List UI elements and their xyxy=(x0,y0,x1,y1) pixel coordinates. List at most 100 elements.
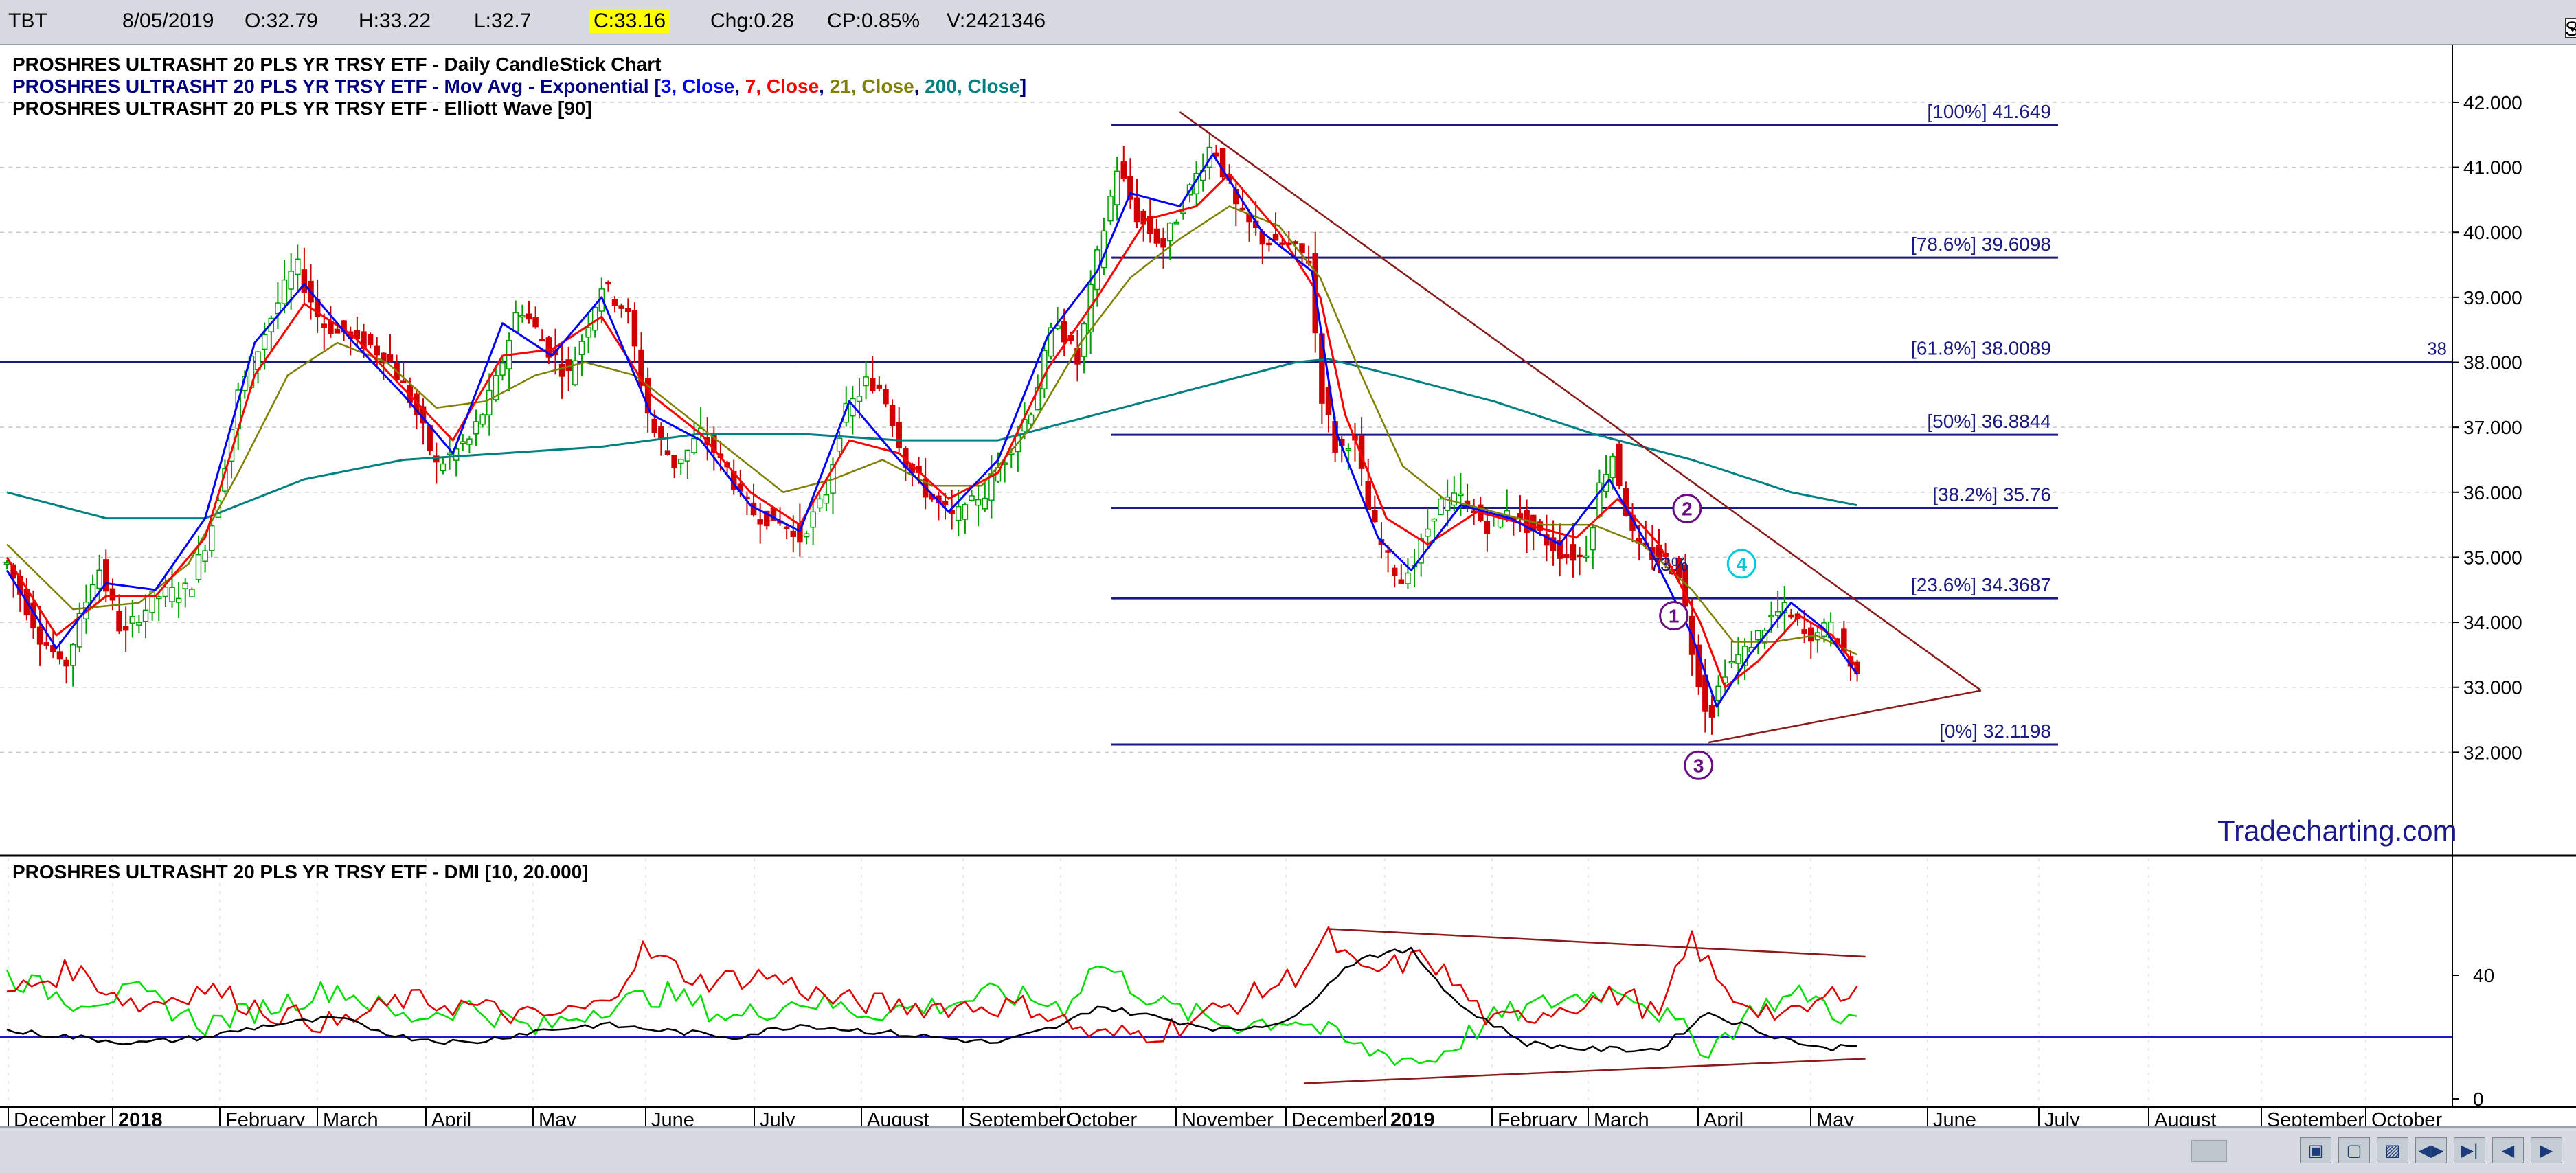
elliott-wave-label: 4 xyxy=(1736,554,1747,575)
candle-body xyxy=(400,380,407,383)
candle-body xyxy=(440,463,447,472)
price-tick-label: 35.000 xyxy=(2463,547,2522,568)
candle-body xyxy=(69,644,76,666)
last-page-icon[interactable]: ▶| xyxy=(2454,1137,2485,1163)
candle-body xyxy=(711,435,717,454)
candle-body xyxy=(1160,238,1166,248)
candle-body xyxy=(96,569,102,589)
candle-body xyxy=(889,405,896,426)
candle-body xyxy=(1563,554,1570,559)
price-tick-label: 36.000 xyxy=(2463,482,2522,503)
close-value: C:33.16 xyxy=(589,10,670,33)
candle-body xyxy=(823,494,830,504)
candle-body xyxy=(208,525,215,551)
candle-body xyxy=(942,500,949,505)
watermark: Tradecharting.com xyxy=(2217,815,2457,847)
legend-ma-prefix: PROSHRES ULTRASHT 20 PLS YR TRSY ETF - M… xyxy=(12,76,661,97)
scroll-thumb[interactable] xyxy=(2191,1140,2227,1162)
candle-body xyxy=(1147,216,1153,234)
volume-value: V:2421346 xyxy=(947,10,1046,32)
high-value: H:33.22 xyxy=(359,10,431,32)
scroll-right-icon[interactable]: ▶ xyxy=(2531,1137,2562,1163)
candle-body xyxy=(493,375,499,400)
candle-body xyxy=(1550,537,1557,551)
candle-body xyxy=(3,562,10,565)
candle-body xyxy=(169,586,175,602)
candle-body xyxy=(1609,455,1616,479)
candle-body xyxy=(1728,661,1735,664)
candle-body xyxy=(479,414,486,425)
candle-body xyxy=(129,615,136,624)
candle-body xyxy=(1544,534,1550,546)
candle-body xyxy=(433,455,440,463)
candle-body xyxy=(863,376,869,387)
candle-body xyxy=(1741,646,1748,666)
candle-body xyxy=(1431,518,1438,522)
bottom-scrollbar[interactable]: ▣ ▢ ▨ ◀▶ ▶| ◀ ▶ xyxy=(0,1126,2576,1173)
candle-body xyxy=(122,626,129,631)
candle-body xyxy=(1299,243,1305,253)
candle-body xyxy=(975,499,982,506)
legend-ema21: 21, Close xyxy=(829,76,914,97)
zoom-in-icon[interactable]: ▣ xyxy=(2300,1137,2331,1163)
dmi-minus-line xyxy=(6,926,1858,1044)
candle-body xyxy=(572,360,578,385)
trendline-lower xyxy=(1708,690,1982,744)
ema200-line xyxy=(6,358,1857,520)
candle-body xyxy=(1133,197,1140,223)
candle-body xyxy=(1405,572,1411,584)
first-page-icon[interactable]: ◀▶ xyxy=(2415,1137,2447,1163)
elliott-wave-marker xyxy=(1726,549,1756,579)
dmi-plus-line xyxy=(5,965,1857,1067)
elliott-wave-marker xyxy=(1659,601,1689,631)
candle-body xyxy=(149,591,155,613)
candle-body xyxy=(1048,327,1054,357)
candle-body xyxy=(367,334,374,345)
candle-body xyxy=(361,331,367,350)
candle-body xyxy=(195,554,202,580)
scroll-left-icon[interactable]: ◀ xyxy=(2492,1137,2524,1163)
elliott-wave-marker xyxy=(1672,493,1702,523)
candle-body xyxy=(295,258,301,275)
candle-body xyxy=(757,519,763,525)
candle-body xyxy=(321,323,328,328)
candle-body xyxy=(1107,196,1114,222)
show-last-checkbox[interactable]: ✓ xyxy=(2565,18,2576,38)
candle-body xyxy=(585,327,591,338)
candle-body xyxy=(876,384,883,389)
candle-body xyxy=(532,317,539,328)
candle-body xyxy=(1391,567,1398,577)
candle-body xyxy=(261,334,268,350)
candle-body xyxy=(810,511,816,528)
candle-body xyxy=(103,559,109,592)
legend-ma-suffix: ] xyxy=(1019,76,1027,97)
zoom-out-icon[interactable]: ▢ xyxy=(2338,1137,2370,1163)
candle-body xyxy=(381,352,387,364)
price-tick-label: 39.000 xyxy=(2463,287,2522,308)
candle-body xyxy=(1173,221,1179,225)
fib-level-label: [78.6%] 39.6098 xyxy=(1911,234,2051,255)
elliott-wave-label: 2 xyxy=(1682,498,1693,519)
candle-body xyxy=(625,308,631,312)
open-value: O:32.79 xyxy=(245,10,318,32)
candle-body xyxy=(1127,175,1133,200)
candle-body xyxy=(136,622,142,626)
dmi-trendline-lower xyxy=(1303,1058,1866,1084)
candle-body xyxy=(1768,615,1774,617)
candle-body xyxy=(1444,496,1451,511)
candle-body xyxy=(1266,242,1272,246)
candle-body xyxy=(281,279,288,304)
legend-dmi: PROSHRES ULTRASHT 20 PLS YR TRSY ETF - D… xyxy=(12,861,589,882)
candle-body xyxy=(638,349,644,386)
candle-body xyxy=(1239,207,1246,211)
candle-body xyxy=(447,452,453,455)
candle-body xyxy=(664,450,671,455)
legend-ema200: 200, Close xyxy=(925,76,1020,97)
legend-elliott-wave: PROSHRES ULTRASHT 20 PLS YR TRSY ETF - E… xyxy=(12,98,592,119)
legend-sep: , xyxy=(914,76,925,97)
elliott-wave-label: 3 xyxy=(1693,755,1704,776)
candle-body xyxy=(56,651,63,660)
candle-body xyxy=(1279,242,1285,245)
zoom-fit-icon[interactable]: ▨ xyxy=(2377,1137,2408,1163)
